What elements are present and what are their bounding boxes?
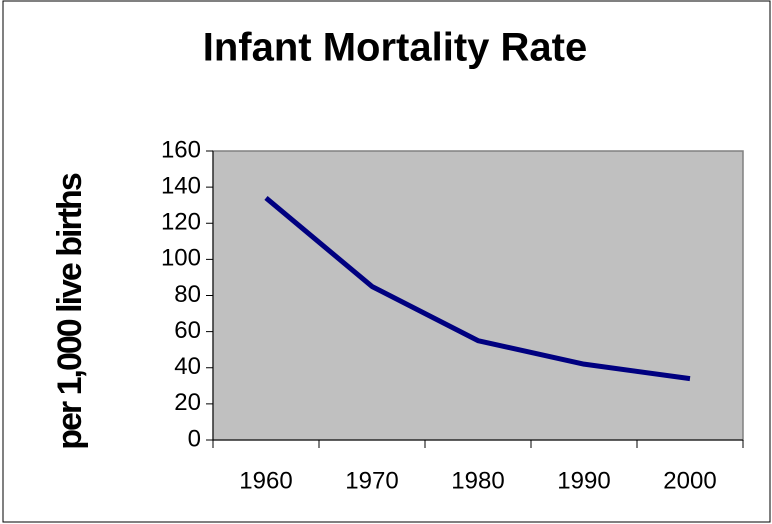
y-tick-label: 40 bbox=[174, 353, 201, 380]
y-tick-label: 0 bbox=[188, 425, 201, 452]
y-tick-label: 20 bbox=[174, 389, 201, 416]
y-tick-label: 140 bbox=[161, 172, 201, 199]
x-tick-label: 1960 bbox=[239, 467, 292, 494]
y-tick-label: 60 bbox=[174, 317, 201, 344]
chart-title: Infant Mortality Rate bbox=[203, 26, 587, 70]
x-tick-label: 1990 bbox=[557, 467, 610, 494]
x-tick-label: 2000 bbox=[663, 467, 716, 494]
y-axis-label: per 1,000 live births bbox=[51, 173, 89, 450]
y-tick-label: 120 bbox=[161, 209, 201, 236]
y-tick-label: 100 bbox=[161, 245, 201, 272]
x-tick-label: 1970 bbox=[345, 467, 398, 494]
plot-area bbox=[212, 150, 744, 441]
data-line bbox=[264, 196, 691, 382]
y-tick-label: 160 bbox=[161, 136, 201, 163]
y-tick-label: 80 bbox=[174, 281, 201, 308]
x-tick-label: 1980 bbox=[451, 467, 504, 494]
